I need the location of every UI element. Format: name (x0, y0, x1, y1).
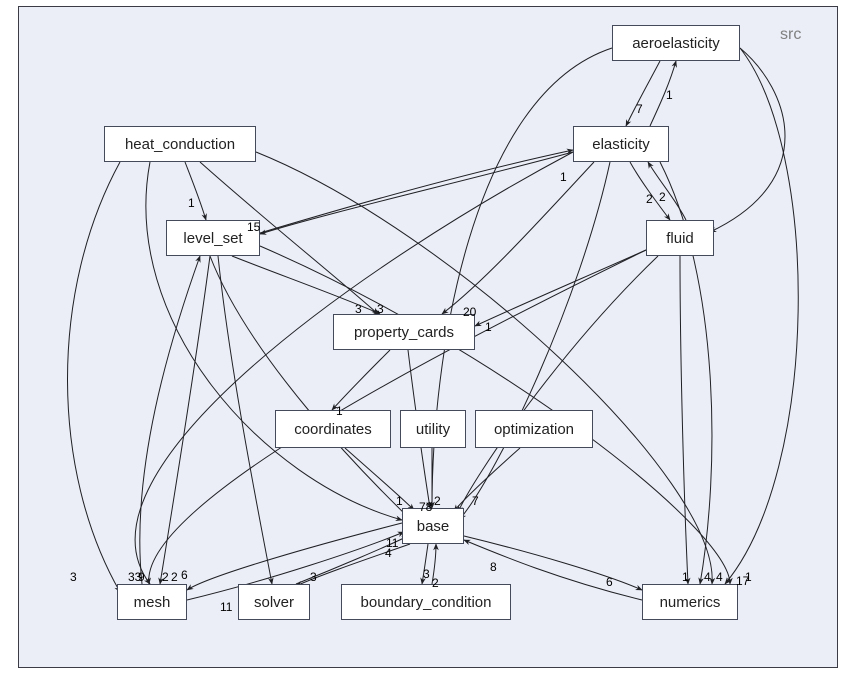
node-level_set[interactable]: level_set (166, 220, 260, 256)
edge-optimization-base (454, 448, 520, 511)
node-utility[interactable]: utility (400, 410, 466, 448)
node-elasticity[interactable]: elasticity (573, 126, 669, 162)
node-base[interactable]: base (402, 508, 464, 544)
edge-coordinates-base (345, 448, 414, 510)
edge-level_set-solver (218, 256, 272, 584)
edge-fluid-base (458, 256, 658, 512)
edge-level_set-mesh (160, 256, 210, 584)
node-label: coordinates (294, 421, 372, 438)
edge-elasticity-mesh (135, 152, 573, 584)
edge-base-numerics (464, 536, 642, 590)
node-label: utility (416, 421, 450, 438)
edge-aeroelasticity-numerics (725, 48, 798, 584)
edge-base-solver (296, 544, 410, 586)
edge-boundary_condition-base (432, 544, 436, 584)
edge-fluid-numerics (680, 256, 688, 584)
node-label: solver (254, 594, 294, 611)
edge-elasticity-base (460, 162, 610, 519)
node-property_cards[interactable]: property_cards (333, 314, 475, 350)
edge-level_set-property_cards (232, 256, 380, 314)
edge-base-mesh (187, 523, 402, 590)
node-boundary_condition[interactable]: boundary_condition (341, 584, 511, 620)
node-label: elasticity (592, 136, 650, 153)
edge-aeroelasticity-fluid (710, 48, 785, 232)
node-coordinates[interactable]: coordinates (275, 410, 391, 448)
edge-base-boundary_condition (422, 544, 428, 584)
node-label: optimization (494, 421, 574, 438)
node-label: numerics (660, 594, 721, 611)
node-optimization[interactable]: optimization (475, 410, 593, 448)
node-label: base (417, 518, 450, 535)
node-mesh[interactable]: mesh (117, 584, 187, 620)
edge-mesh-level_set (140, 256, 200, 584)
node-numerics[interactable]: numerics (642, 584, 738, 620)
edge-elasticity-property_cards (442, 162, 594, 314)
edge-heat_conduction-numerics (256, 152, 712, 584)
node-label: fluid (666, 230, 694, 247)
node-fluid[interactable]: fluid (646, 220, 714, 256)
edge-elasticity-aeroelasticity (650, 61, 676, 126)
node-label: property_cards (354, 324, 454, 341)
edge-heat_conduction-level_set (185, 162, 206, 220)
node-aeroelasticity[interactable]: aeroelasticity (612, 25, 740, 61)
node-label: level_set (183, 230, 242, 247)
edge-property_cards-coordinates (332, 350, 390, 410)
edge-solver-base (296, 536, 408, 584)
node-label: heat_conduction (125, 136, 235, 153)
node-label: boundary_condition (361, 594, 492, 611)
diagram-canvas: src aeroelasticityheat_conductionelastic… (0, 0, 856, 677)
node-label: mesh (134, 594, 171, 611)
node-heat_conduction[interactable]: heat_conduction (104, 126, 256, 162)
node-solver[interactable]: solver (238, 584, 310, 620)
edge-heat_conduction-mesh (68, 162, 121, 592)
node-label: aeroelasticity (632, 35, 720, 52)
edge-elasticity-level_set (260, 152, 573, 234)
